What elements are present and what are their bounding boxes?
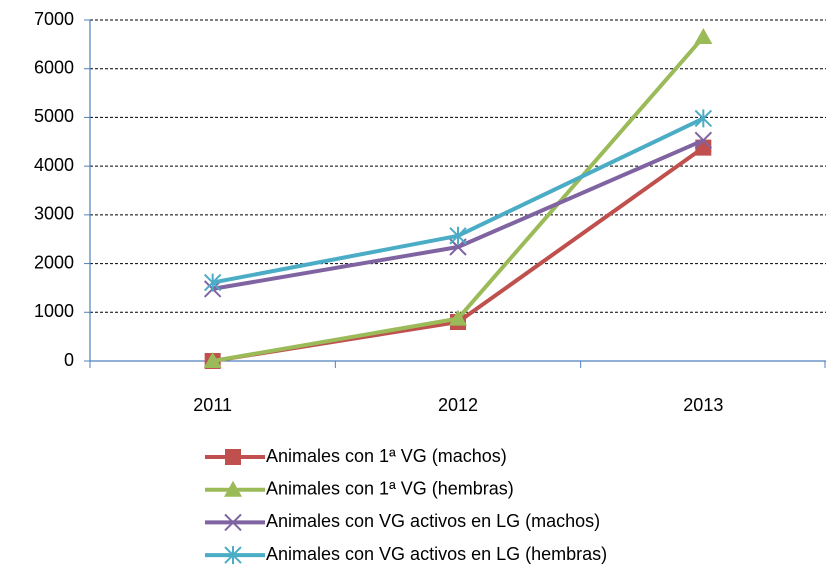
data-point: [694, 28, 713, 45]
y-tick-label: 4000: [34, 155, 74, 175]
y-tick-label: 2000: [34, 252, 74, 272]
y-tick-label: 3000: [34, 204, 74, 224]
legend-marker: [224, 546, 242, 565]
y-tick-label: 0: [64, 350, 74, 370]
data-point: [449, 226, 467, 245]
x-tick-label: 2012: [438, 395, 478, 415]
y-tick-label: 7000: [34, 9, 74, 29]
y-tick-label: 6000: [34, 57, 74, 77]
x-tick-label: 2013: [683, 395, 723, 415]
data-point: [694, 131, 713, 150]
legend-label: Animales con 1ª VG (machos): [266, 446, 507, 466]
data-point: [203, 273, 222, 292]
x-tick-label: 2011: [193, 395, 232, 415]
legend-label: Animales con VG activos en LG (hembras): [266, 544, 607, 564]
legend-marker: [225, 449, 241, 465]
legend-marker: [224, 513, 242, 532]
legend-label: Animales con VG activos en LG (machos): [266, 511, 600, 531]
data-point: [694, 109, 713, 128]
legend-marker: [224, 480, 242, 497]
legend-label: Animales con 1ª VG (hembras): [266, 478, 514, 498]
data-point: [449, 309, 467, 326]
y-tick-label: 5000: [34, 106, 74, 126]
data-point: [203, 352, 222, 368]
y-tick-label: 1000: [34, 301, 74, 321]
